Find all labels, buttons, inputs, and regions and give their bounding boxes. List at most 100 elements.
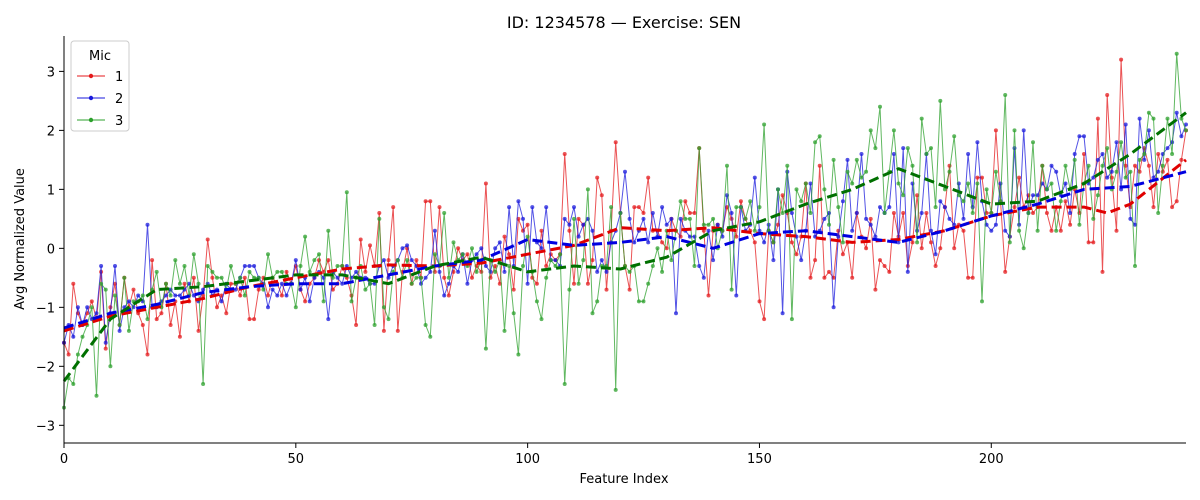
data-point bbox=[734, 234, 739, 239]
data-point bbox=[386, 317, 391, 322]
data-point bbox=[845, 169, 850, 174]
data-point bbox=[1003, 228, 1008, 233]
data-point bbox=[113, 293, 117, 298]
data-point bbox=[400, 246, 405, 251]
data-point bbox=[1058, 199, 1063, 204]
data-point bbox=[446, 293, 451, 298]
data-point bbox=[483, 346, 488, 351]
data-point bbox=[428, 199, 433, 204]
data-point bbox=[145, 352, 150, 357]
data-point bbox=[873, 146, 878, 151]
data-point bbox=[961, 216, 966, 221]
data-point bbox=[567, 228, 572, 233]
data-point bbox=[1151, 116, 1156, 121]
data-point bbox=[414, 275, 419, 280]
data-point bbox=[1077, 134, 1082, 139]
data-point bbox=[293, 305, 298, 310]
data-point bbox=[177, 281, 182, 286]
data-point bbox=[1105, 175, 1110, 180]
data-point bbox=[697, 264, 702, 268]
series-2 bbox=[62, 51, 1188, 410]
data-point bbox=[632, 240, 637, 245]
data-point bbox=[933, 205, 938, 210]
data-point bbox=[1012, 128, 1017, 133]
data-point bbox=[585, 187, 590, 192]
data-point bbox=[1095, 116, 1100, 121]
data-point bbox=[752, 175, 757, 180]
x-axis-label: Feature Index bbox=[579, 472, 668, 487]
data-point bbox=[71, 382, 76, 386]
data-point bbox=[683, 216, 688, 221]
data-point bbox=[303, 234, 308, 239]
data-point bbox=[493, 264, 498, 268]
data-point bbox=[1021, 128, 1026, 133]
data-point bbox=[1133, 264, 1137, 268]
data-point bbox=[539, 246, 544, 251]
series-0 bbox=[62, 57, 1188, 357]
data-point bbox=[1054, 228, 1059, 233]
data-point bbox=[1146, 110, 1151, 115]
data-point bbox=[182, 264, 187, 268]
data-point bbox=[1119, 57, 1124, 62]
data-point bbox=[711, 216, 716, 221]
data-point bbox=[1165, 116, 1170, 121]
data-point bbox=[1146, 163, 1151, 168]
data-point bbox=[891, 211, 896, 215]
data-point bbox=[850, 275, 855, 280]
data-point bbox=[247, 317, 252, 322]
data-point bbox=[191, 252, 196, 257]
data-point bbox=[381, 305, 386, 310]
data-point bbox=[330, 275, 335, 280]
data-point bbox=[228, 281, 233, 286]
data-point bbox=[1170, 205, 1175, 210]
data-point bbox=[817, 134, 822, 139]
data-point bbox=[701, 275, 706, 280]
y-tick-label: −1 bbox=[36, 301, 55, 316]
data-point bbox=[349, 299, 354, 304]
data-point bbox=[669, 258, 674, 263]
data-point bbox=[1123, 175, 1128, 180]
y-axis-label: Avg Normalized Value bbox=[13, 168, 28, 310]
data-point bbox=[581, 222, 586, 227]
data-point bbox=[340, 281, 345, 286]
data-point bbox=[261, 287, 266, 292]
data-point bbox=[1095, 193, 1100, 198]
data-point bbox=[428, 334, 433, 339]
data-point bbox=[1128, 169, 1133, 174]
data-point bbox=[938, 98, 943, 103]
data-point bbox=[595, 299, 600, 304]
data-point bbox=[562, 382, 567, 386]
data-point bbox=[678, 199, 683, 204]
data-point bbox=[989, 228, 994, 233]
data-point bbox=[636, 205, 641, 210]
data-point bbox=[683, 199, 688, 204]
data-point bbox=[368, 243, 372, 248]
data-point bbox=[279, 269, 284, 274]
data-point bbox=[831, 157, 836, 162]
data-point bbox=[228, 264, 233, 268]
data-point bbox=[938, 199, 943, 204]
data-point bbox=[808, 211, 813, 215]
legend-swatch-marker bbox=[88, 73, 94, 79]
data-point bbox=[558, 252, 563, 257]
data-point bbox=[757, 228, 762, 233]
data-point bbox=[279, 293, 284, 298]
data-point bbox=[929, 228, 933, 233]
data-point bbox=[627, 287, 632, 292]
data-point bbox=[864, 169, 869, 174]
data-point bbox=[432, 228, 437, 233]
data-point bbox=[1072, 152, 1077, 156]
data-point bbox=[840, 252, 845, 257]
data-point bbox=[525, 234, 530, 239]
data-point bbox=[423, 275, 428, 280]
data-point bbox=[868, 216, 873, 221]
data-point bbox=[1100, 152, 1105, 156]
data-point bbox=[321, 275, 326, 280]
data-point bbox=[405, 258, 410, 263]
data-point bbox=[803, 181, 808, 186]
data-point bbox=[266, 305, 270, 310]
data-point bbox=[641, 211, 646, 215]
data-point bbox=[762, 240, 767, 245]
data-point bbox=[572, 205, 576, 210]
data-point bbox=[706, 293, 711, 298]
